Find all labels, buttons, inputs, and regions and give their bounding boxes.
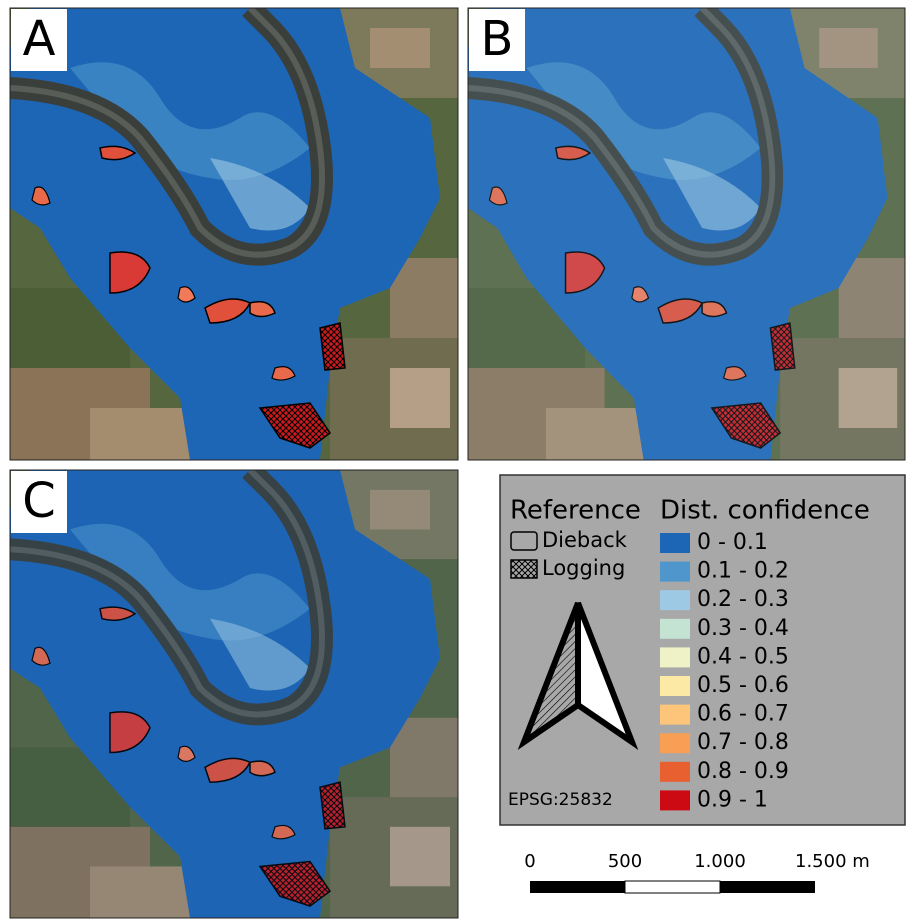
panel-b: B	[468, 8, 905, 460]
legend-title: Reference	[510, 496, 641, 526]
panel-label: A	[23, 11, 56, 67]
legend-label: 0.8 - 0.9	[697, 759, 789, 784]
legend-label: 0.3 - 0.4	[697, 616, 789, 641]
legend-swatch	[660, 590, 690, 610]
legend-swatch	[660, 676, 690, 696]
legend-label: 0.6 - 0.7	[697, 702, 789, 727]
legend-label: 0.9 - 1	[697, 787, 768, 812]
panel-c: C	[10, 470, 458, 918]
legend-swatch	[660, 533, 690, 553]
legend-label: 0.2 - 0.3	[697, 587, 789, 612]
scale-bar: 0 500 1.000 1.500 m	[524, 851, 870, 893]
panel-a: A	[10, 8, 458, 460]
panel-label: C	[22, 473, 56, 529]
legend-label: Logging	[542, 556, 625, 580]
legend-swatch	[660, 762, 690, 782]
scale-label: 0	[524, 851, 535, 872]
figure: A B C Reference Dist. confidence EPSG:25…	[0, 0, 908, 920]
scale-label: 500	[608, 851, 642, 872]
legend-label: 0.1 - 0.2	[697, 559, 789, 584]
panel-label: B	[481, 11, 514, 67]
legend-label: 0.7 - 0.8	[697, 730, 789, 755]
legend-swatch	[511, 560, 537, 578]
legend-title: Dist. confidence	[660, 496, 870, 526]
legend-swatch	[660, 733, 690, 753]
scale-label: 1.500 m	[795, 851, 870, 872]
legend-swatch	[660, 705, 690, 725]
legend: Reference Dist. confidence EPSG:25832 Di…	[500, 475, 905, 825]
scale-label: 1.000	[694, 851, 746, 872]
legend-label: 0.5 - 0.6	[697, 673, 789, 698]
legend-swatch	[660, 562, 690, 582]
legend-label: 0 - 0.1	[697, 530, 768, 555]
legend-swatch	[660, 790, 690, 810]
legend-label: Dieback	[542, 528, 628, 552]
legend-swatch	[660, 647, 690, 667]
legend-label: 0.4 - 0.5	[697, 644, 789, 669]
legend-swatch	[660, 619, 690, 639]
crs-label: EPSG:25832	[508, 790, 613, 810]
